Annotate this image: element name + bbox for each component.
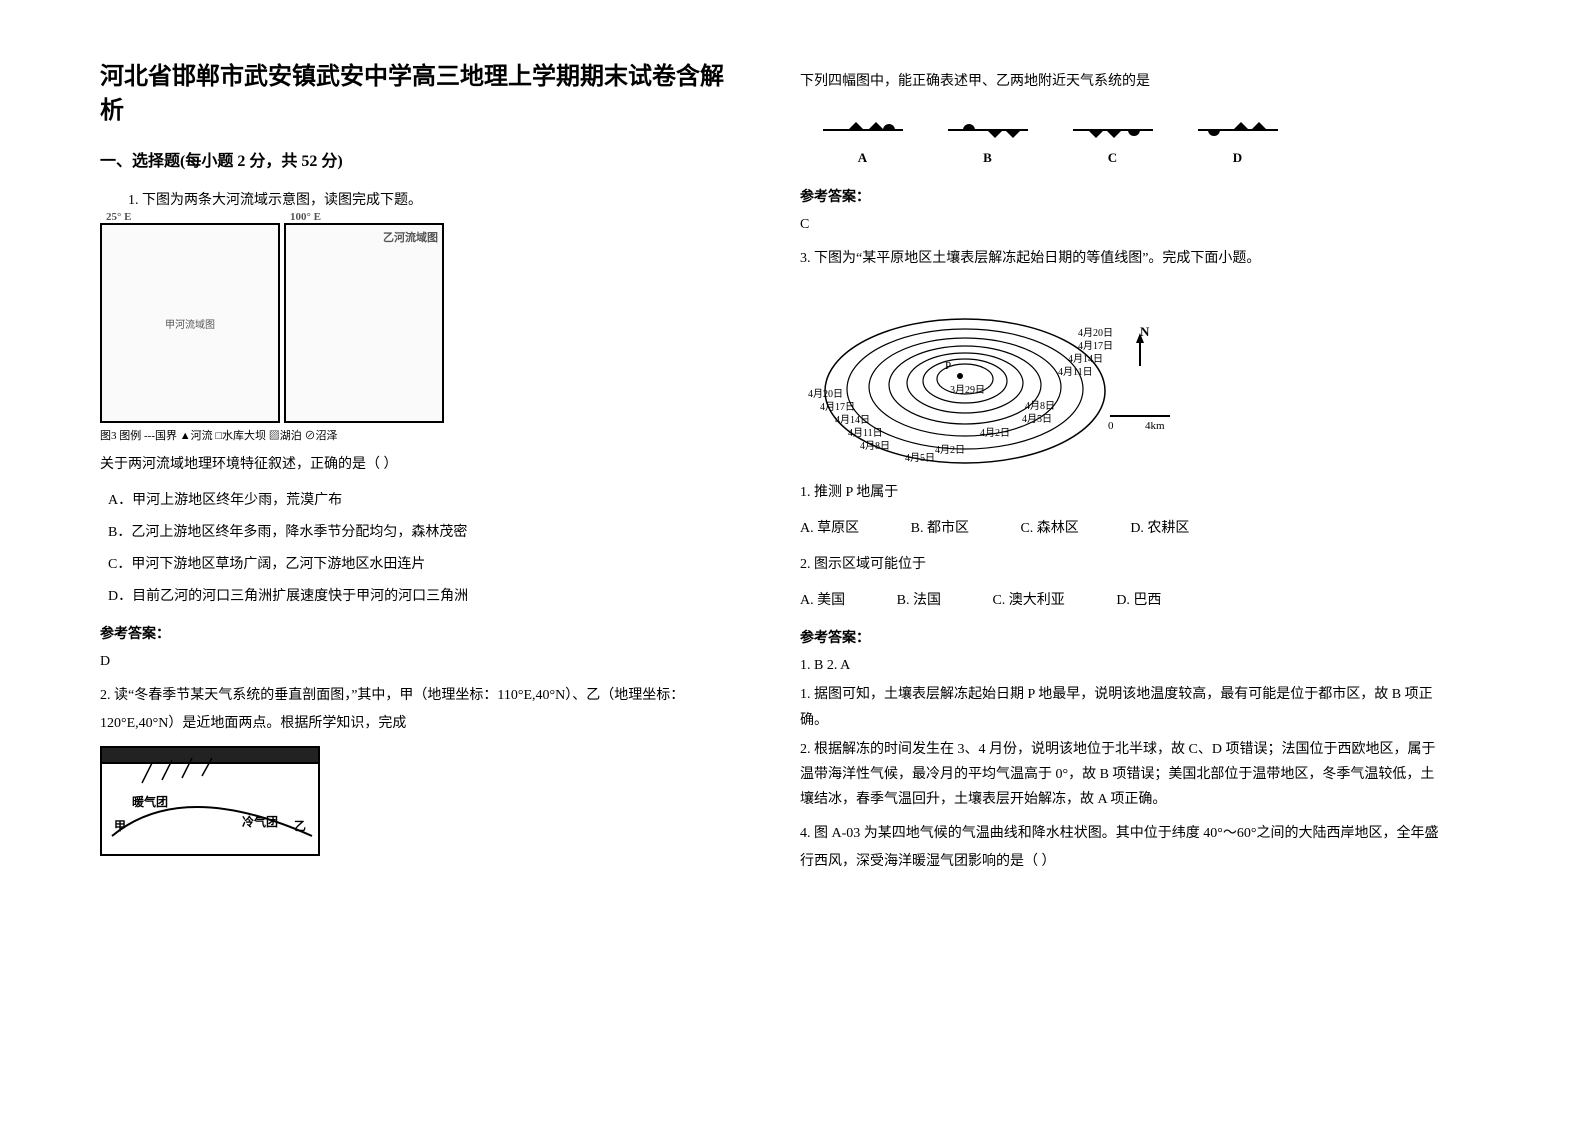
q3-contour-svg: P 3月29日 4月20日 4月17日 4月14日 4月11日 4月8日 4月5… <box>800 281 1180 471</box>
svg-text:4月14日: 4月14日 <box>1068 353 1103 365</box>
q2-opt-a-label: A <box>858 150 867 165</box>
paper-title: 河北省邯郸市武安镇武安中学高三地理上学期期末试卷含解析 <box>100 60 740 127</box>
svg-text:4月5日: 4月5日 <box>1022 413 1052 425</box>
svg-text:4月8日: 4月8日 <box>860 440 890 452</box>
svg-text:4月2日: 4月2日 <box>980 427 1010 439</box>
q1-opt-b: B．乙河上游地区终年多雨，降水季节分配均匀，森林茂密 <box>108 519 740 547</box>
q1-legend: 图3 图例 ---国界 ▲河流 □水库大坝 ▨湖泊 ⊘沼泽 <box>100 427 740 443</box>
q2-opt-c-label: C <box>1108 150 1117 165</box>
q1-answer: D <box>100 649 740 674</box>
svg-text:4月20日: 4月20日 <box>808 388 843 400</box>
q3-sub2-a: A. 美国 <box>800 587 845 615</box>
q2-opt-b-label: B <box>983 150 992 165</box>
svg-text:4月5日: 4月5日 <box>905 452 935 464</box>
q3-sub1-c: C. 森林区 <box>1020 515 1078 543</box>
q2-label-yi: 乙 <box>294 817 306 834</box>
q1-map-right-lon: 100° E <box>290 211 321 223</box>
q3-p-label: P <box>945 360 951 372</box>
q3-sub2-d: D. 巴西 <box>1116 587 1161 615</box>
q2-answer: C <box>800 212 1440 237</box>
svg-text:3月29日: 3月29日 <box>950 384 985 396</box>
q2-symbol-a <box>808 110 918 150</box>
q1-opt-d: D．目前乙河的河口三角洲扩展速度快于甲河的河口三角洲 <box>108 583 740 611</box>
q2-weather-d: D <box>1183 110 1293 166</box>
q2-weather-a: A <box>808 110 918 166</box>
svg-text:4月17日: 4月17日 <box>1078 340 1113 352</box>
svg-text:4月14日: 4月14日 <box>835 414 870 426</box>
q3-explain2: 2. 根据解冻的时间发生在 3、4 月份，说明该地位于北半球，故 C、D 项错误… <box>800 737 1440 813</box>
q3-stem: 3. 下图为“某平原地区土壤表层解冻起始日期的等值线图”。完成下面小题。 <box>800 245 1440 273</box>
q3-sub2-b: B. 法国 <box>897 587 941 615</box>
svg-text:4月20日: 4月20日 <box>1078 327 1113 339</box>
svg-text:4km: 4km <box>1145 420 1165 432</box>
q3-answer: 1. B 2. A <box>800 653 1440 678</box>
q3-answer-label: 参考答案： <box>800 627 1440 647</box>
q2-weather-b: B <box>933 110 1043 166</box>
q3-figure: P 3月29日 4月20日 4月17日 4月14日 4月11日 4月8日 4月5… <box>800 281 1180 471</box>
q2-label-cold: 冷气团 <box>242 813 278 830</box>
q3-sub1-d: D. 农耕区 <box>1130 515 1189 543</box>
q3-sub2-options: A. 美国 B. 法国 C. 澳大利亚 D. 巴西 <box>800 587 1440 615</box>
svg-text:4月17日: 4月17日 <box>820 401 855 413</box>
q2-figure: 暖气团 冷气团 甲 乙 <box>100 746 320 856</box>
q1-map-left-lon: 25° E <box>106 211 132 223</box>
q1-opt-c: C．甲河下游地区草场广阔，乙河下游地区水田连片 <box>108 551 740 579</box>
svg-text:4月2日: 4月2日 <box>935 444 965 456</box>
svg-text:4月11日: 4月11日 <box>848 427 883 439</box>
q2-weather-c: C <box>1058 110 1168 166</box>
q1-map-right: 100° E 乙河流域图 <box>284 223 444 423</box>
q2-answer-label: 参考答案： <box>800 186 1440 206</box>
q2-symbol-c <box>1058 110 1168 150</box>
q2-symbol-d <box>1183 110 1293 150</box>
q3-explain1: 1. 据图可知，土壤表层解冻起始日期 P 地最早，说明该地温度较高，最有可能是位… <box>800 682 1440 732</box>
section-1-header: 一、选择题(每小题 2 分，共 52 分) <box>100 147 740 171</box>
q1-stem: 1. 下图为两条大河流域示意图，读图完成下题。 <box>100 187 740 215</box>
q4-stem: 4. 图 A-03 为某四地气候的气温曲线和降水柱状图。其中位于纬度 40°～6… <box>800 820 1440 876</box>
q1-figure: 25° E 甲河流域图 100° E 乙河流域图 <box>100 223 740 423</box>
q3-sub1-b: B. 都市区 <box>911 515 969 543</box>
q3-sub2: 2. 图示区域可能位于 <box>800 551 1440 579</box>
page-container: 河北省邯郸市武安镇武安中学高三地理上学期期末试卷含解析 一、选择题(每小题 2 … <box>0 60 1587 884</box>
left-column: 河北省邯郸市武安镇武安中学高三地理上学期期末试卷含解析 一、选择题(每小题 2 … <box>100 60 740 884</box>
q1-answer-label: 参考答案： <box>100 623 740 643</box>
svg-text:4月8日: 4月8日 <box>1025 400 1055 412</box>
q1-opt-a: A．甲河上游地区终年少雨，荒漠广布 <box>108 487 740 515</box>
q2-symbol-b <box>933 110 1043 150</box>
q3-sub1: 1. 推测 P 地属于 <box>800 479 1440 507</box>
svg-text:4月11日: 4月11日 <box>1058 366 1093 378</box>
q1-map-left-caption: 甲河流域图 <box>165 316 215 331</box>
q2-col2-stem: 下列四幅图中，能正确表述甲、乙两地附近天气系统的是 <box>800 68 1440 96</box>
q2-stem: 2. 读“冬春季节某天气系统的垂直剖面图，”其中，甲（地理坐标：110°E,40… <box>100 682 740 738</box>
q1-sub: 关于两河流域地理环境特征叙述，正确的是（ ） <box>100 451 740 479</box>
q2-options-figure: A B C D <box>800 106 1300 166</box>
q2-label-warm: 暖气团 <box>132 793 168 810</box>
q2-label-jia: 甲 <box>114 817 126 834</box>
q3-sub2-c: C. 澳大利亚 <box>992 587 1064 615</box>
right-column: 下列四幅图中，能正确表述甲、乙两地附近天气系统的是 A B C <box>800 60 1440 884</box>
q1-map-right-caption: 乙河流域图 <box>383 229 438 245</box>
q3-sub1-options: A. 草原区 B. 都市区 C. 森林区 D. 农耕区 <box>800 515 1440 543</box>
q3-sub1-a: A. 草原区 <box>800 515 859 543</box>
svg-text:0: 0 <box>1108 420 1114 432</box>
q2-opt-d-label: D <box>1233 150 1242 165</box>
q1-map-left: 25° E 甲河流域图 <box>100 223 280 423</box>
